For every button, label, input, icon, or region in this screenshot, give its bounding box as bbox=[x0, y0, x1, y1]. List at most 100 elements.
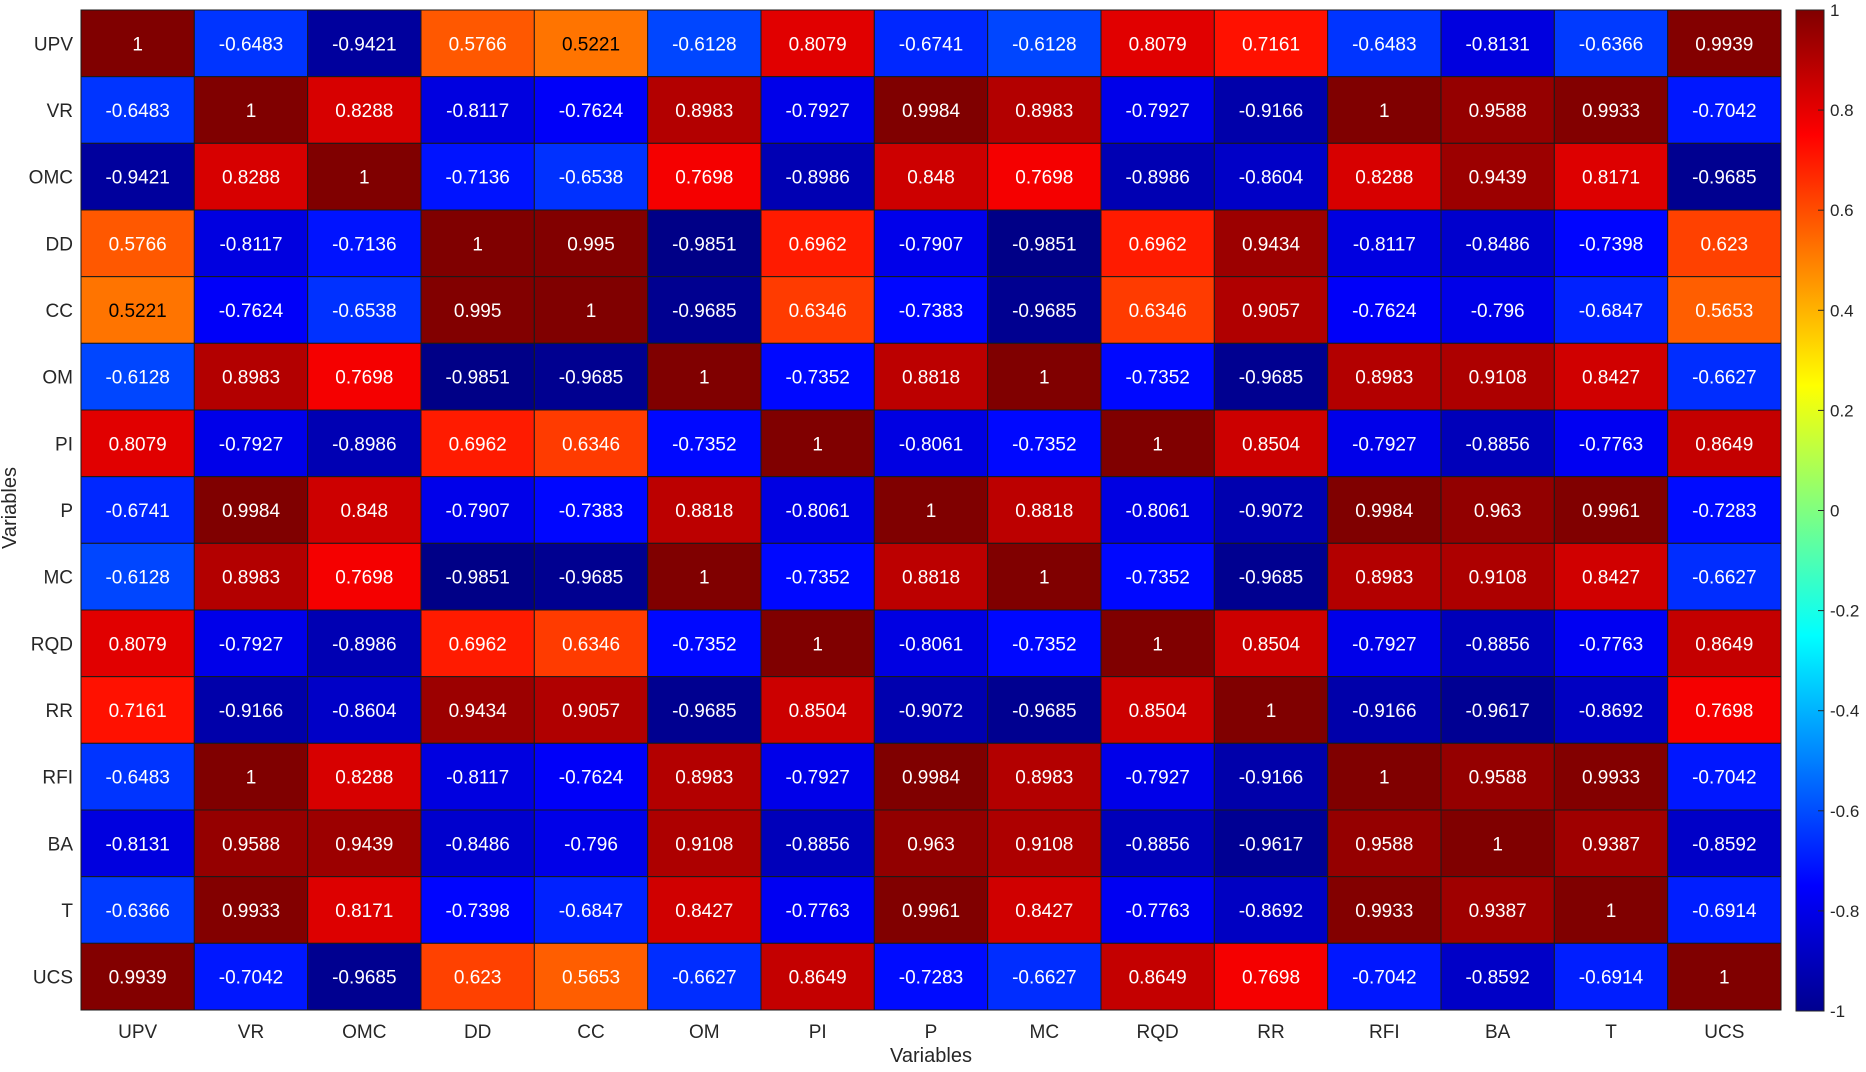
heatmap-cell bbox=[760, 876, 875, 944]
cell-value-label: -0.9685 bbox=[672, 701, 736, 722]
heatmap-cell bbox=[193, 742, 309, 811]
colorbar: 1 0.8 0.6 0.4 0.2 0 -0.2 -0.4 -0.6 -0.8 -1 bbox=[1795, 1, 1859, 1021]
cell-value-label: 0.8504 bbox=[1129, 701, 1188, 722]
cell-value-label: 0.8171 bbox=[1582, 168, 1640, 189]
cell-value-label: -0.7907 bbox=[445, 501, 509, 522]
cell-value-label: 0.9387 bbox=[1469, 901, 1527, 922]
heatmap-cell bbox=[1327, 876, 1442, 944]
heatmap-cell bbox=[307, 342, 422, 411]
heatmap-cell bbox=[420, 9, 535, 78]
cell-value-label: -0.9166 bbox=[1352, 701, 1416, 722]
cell-value-label: 0.5221 bbox=[109, 301, 167, 322]
cell-value-label: -0.7042 bbox=[219, 968, 283, 989]
cell-value-label: 0.6962 bbox=[1129, 234, 1187, 255]
row-tick-label: OM bbox=[42, 368, 73, 389]
cell-value-label: 0.7698 bbox=[335, 568, 393, 589]
cell-value-label: -0.7136 bbox=[445, 168, 509, 189]
heatmap-cell bbox=[1213, 942, 1329, 1011]
cell-value-label: -0.8131 bbox=[1465, 34, 1529, 55]
column-tick-label: T bbox=[1605, 1022, 1617, 1043]
heatmap-cell bbox=[420, 942, 535, 1011]
cell-value-label: -0.8061 bbox=[899, 434, 963, 455]
cell-value-label: -0.8986 bbox=[332, 434, 396, 455]
heatmap-cell bbox=[760, 342, 875, 411]
cell-value-label: -0.7927 bbox=[1125, 768, 1189, 789]
heatmap-cell bbox=[1667, 942, 1782, 1011]
cell-value-label: 0.8427 bbox=[1015, 901, 1073, 922]
cell-value-label: 1 bbox=[1039, 568, 1050, 589]
cell-value-label: 1 bbox=[132, 34, 143, 55]
heatmap-cell bbox=[80, 276, 195, 344]
heatmap-cell bbox=[760, 676, 875, 744]
heatmap-cell bbox=[533, 209, 649, 278]
heatmap-cell bbox=[1440, 742, 1555, 811]
heatmap-cell bbox=[307, 76, 422, 144]
cell-value-label: -0.9851 bbox=[445, 368, 509, 389]
colorbar-tick-label: 0.8 bbox=[1830, 101, 1854, 120]
cell-value-label: -0.7907 bbox=[899, 234, 963, 255]
cell-value-label: -0.8117 bbox=[446, 768, 509, 789]
cell-value-label: -0.9617 bbox=[1465, 701, 1529, 722]
cell-value-label: 0.8983 bbox=[1355, 568, 1413, 589]
cell-value-label: -0.9685 bbox=[559, 568, 623, 589]
heatmap-cell bbox=[1100, 209, 1215, 278]
cell-value-label: 0.9984 bbox=[1355, 501, 1414, 522]
cell-value-label: -0.796 bbox=[564, 834, 618, 855]
heatmap-cell bbox=[533, 542, 649, 611]
heatmap-cell bbox=[533, 409, 649, 478]
heatmap-cell bbox=[647, 276, 762, 344]
cell-value-label: 0.9387 bbox=[1582, 834, 1640, 855]
heatmap-cell bbox=[533, 76, 649, 144]
cell-value-label: 1 bbox=[812, 434, 823, 455]
heatmap-cell bbox=[1100, 276, 1215, 344]
cell-value-label: -0.7927 bbox=[1352, 434, 1416, 455]
cell-value-label: 0.9588 bbox=[1355, 834, 1413, 855]
heatmap-cell bbox=[420, 542, 535, 611]
column-tick-label: P bbox=[925, 1022, 938, 1043]
cell-value-label: -0.7383 bbox=[559, 501, 623, 522]
heatmap-cell bbox=[873, 476, 989, 544]
heatmap-cell bbox=[533, 476, 649, 544]
heatmap-cell bbox=[1100, 942, 1215, 1011]
cell-value-label: -0.6847 bbox=[1579, 301, 1643, 322]
cell-value-label: -0.7136 bbox=[332, 234, 396, 255]
heatmap-cell bbox=[533, 676, 649, 744]
cell-value-label: 0.8818 bbox=[902, 568, 960, 589]
cell-value-label: 0.9984 bbox=[902, 768, 961, 789]
heatmap-cell bbox=[420, 342, 535, 411]
cell-value-label: 0.9588 bbox=[222, 834, 280, 855]
cell-value-label: 0.8288 bbox=[1355, 168, 1413, 189]
cell-value-label: -0.9617 bbox=[1239, 834, 1303, 855]
cell-value-label: -0.9685 bbox=[1239, 368, 1303, 389]
heatmap-cell bbox=[1553, 409, 1669, 478]
row-tick-label: RFI bbox=[42, 768, 73, 789]
cell-value-label: 1 bbox=[1152, 634, 1163, 655]
heatmap-cell bbox=[1327, 409, 1442, 478]
cell-value-label: 0.8983 bbox=[1015, 768, 1073, 789]
heatmap-cell bbox=[647, 476, 762, 544]
heatmap-cell bbox=[873, 9, 989, 78]
cell-value-label: 0.8427 bbox=[675, 901, 733, 922]
cell-value-label: 0.9933 bbox=[1355, 901, 1413, 922]
heatmap-cell bbox=[420, 876, 535, 944]
heatmap-cell bbox=[1327, 142, 1442, 211]
heatmap-cell bbox=[1440, 476, 1555, 544]
cell-value-label: -0.6538 bbox=[332, 301, 396, 322]
cell-value-label: -0.6366 bbox=[105, 901, 169, 922]
cell-value-label: 0.8504 bbox=[1242, 634, 1301, 655]
cell-value-label: 0.963 bbox=[1474, 501, 1522, 522]
cell-value-label: 0.848 bbox=[341, 501, 389, 522]
row-tick-label: UCS bbox=[33, 968, 73, 989]
cell-value-label: -0.7283 bbox=[899, 968, 963, 989]
cell-value-label: -0.7352 bbox=[1125, 568, 1189, 589]
heatmap-cell bbox=[1213, 609, 1329, 678]
heatmap-cell bbox=[873, 209, 989, 278]
cell-value-label: 0.8983 bbox=[675, 768, 733, 789]
cell-value-label: -0.6128 bbox=[105, 568, 169, 589]
cell-value-label: -0.9851 bbox=[672, 234, 736, 255]
cell-value-label: -0.7927 bbox=[1125, 101, 1189, 122]
cell-value-label: 0.9961 bbox=[1582, 501, 1640, 522]
heatmap-cell bbox=[307, 9, 422, 78]
cell-value-label: -0.6741 bbox=[105, 501, 169, 522]
